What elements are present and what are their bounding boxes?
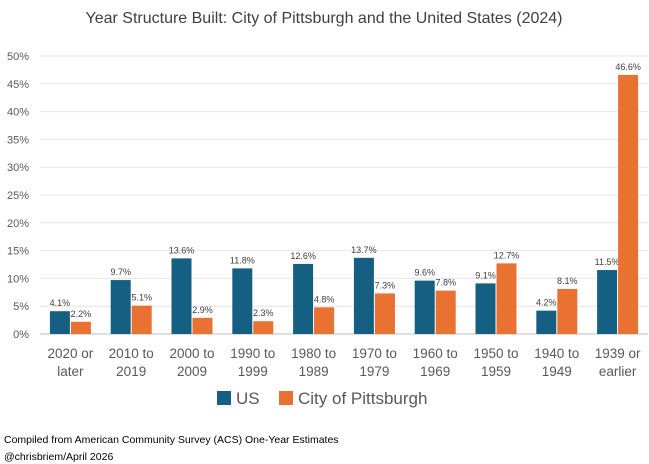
bar-us <box>475 283 496 334</box>
bar-us <box>232 268 253 334</box>
bar-us <box>110 280 131 334</box>
bar-pittsburgh <box>557 288 578 334</box>
data-label: 9.6% <box>414 268 435 278</box>
x-tick-label: 1959 <box>481 364 511 379</box>
bar-us <box>597 270 618 334</box>
chart-title: Year Structure Built: City of Pittsburgh… <box>86 10 563 27</box>
bar-pittsburgh <box>192 317 213 334</box>
data-label: 9.7% <box>110 267 131 277</box>
bar-pittsburgh <box>70 321 91 334</box>
data-label: 11.5% <box>595 257 620 267</box>
x-tick-label: 2020 or <box>48 346 94 361</box>
x-tick-label: later <box>57 364 84 379</box>
x-tick-label: 1989 <box>299 364 329 379</box>
legend-label-us: US <box>236 389 260 408</box>
bar-us <box>293 263 314 334</box>
data-label: 4.1% <box>50 298 71 308</box>
source-note: Compiled from American Community Survey … <box>4 434 339 446</box>
y-tick-label: 25% <box>7 190 29 202</box>
y-tick-label: 10% <box>7 273 29 285</box>
bar-pittsburgh <box>314 307 335 334</box>
data-label: 5.1% <box>131 293 152 303</box>
bar-pittsburgh <box>131 305 152 334</box>
legend-label-pittsburgh: City of Pittsburgh <box>298 389 427 408</box>
x-tick-label: 1990 to <box>230 346 275 361</box>
bar-us <box>414 280 435 334</box>
y-tick-label: 15% <box>7 246 29 258</box>
data-label: 9.1% <box>475 270 496 280</box>
data-label: 12.6% <box>290 251 316 261</box>
bar-us <box>49 311 70 334</box>
y-tick-label: 50% <box>7 51 29 63</box>
x-tick-label: 2019 <box>116 364 146 379</box>
y-tick-label: 20% <box>7 218 29 230</box>
x-tick-label: 1979 <box>359 364 389 379</box>
bar-us <box>171 258 192 334</box>
y-tick-label: 0% <box>13 329 29 341</box>
data-label: 7.8% <box>435 278 456 288</box>
data-label: 2.2% <box>71 309 92 319</box>
y-tick-label: 40% <box>7 107 29 119</box>
data-label: 7.3% <box>375 280 396 290</box>
x-tick-label: 1969 <box>420 364 450 379</box>
data-label: 13.7% <box>351 245 377 255</box>
y-tick-label: 35% <box>7 134 29 146</box>
data-label: 4.2% <box>536 298 557 308</box>
data-label: 2.3% <box>253 308 274 318</box>
data-label: 2.9% <box>192 305 213 315</box>
data-label: 8.1% <box>557 276 578 286</box>
data-label: 12.7% <box>494 250 520 260</box>
bar-pittsburgh <box>496 263 517 334</box>
bar-us <box>353 257 374 334</box>
data-label: 46.6% <box>615 62 641 72</box>
bar-pittsburgh <box>374 293 395 334</box>
x-tick-label: 2010 to <box>109 346 154 361</box>
x-tick-label: 1960 to <box>413 346 458 361</box>
x-tick-label: earlier <box>599 364 637 379</box>
y-tick-label: 45% <box>7 79 29 91</box>
bar-pittsburgh <box>253 321 274 334</box>
data-label: 11.8% <box>230 255 255 265</box>
x-tick-label: 1939 or <box>595 346 641 361</box>
x-tick-label: 1949 <box>542 364 572 379</box>
x-tick-label: 1970 to <box>352 346 397 361</box>
data-label: 13.6% <box>169 245 195 255</box>
data-label: 4.8% <box>314 294 335 304</box>
author-note: @chrisbriem/April 2026 <box>4 451 114 463</box>
x-tick-label: 2009 <box>177 364 207 379</box>
x-tick-label: 2000 to <box>169 346 214 361</box>
x-tick-label: 1940 to <box>534 346 579 361</box>
y-tick-label: 5% <box>13 301 29 313</box>
x-tick-label: 1980 to <box>291 346 336 361</box>
bar-pittsburgh <box>618 74 639 335</box>
y-tick-label: 30% <box>7 162 29 174</box>
legend-swatch-us <box>217 391 231 405</box>
bar-us <box>536 310 557 334</box>
x-tick-label: 1950 to <box>473 346 518 361</box>
bar-pittsburgh <box>435 290 456 334</box>
x-tick-label: 1999 <box>238 364 268 379</box>
legend-swatch-pittsburgh <box>279 391 293 405</box>
